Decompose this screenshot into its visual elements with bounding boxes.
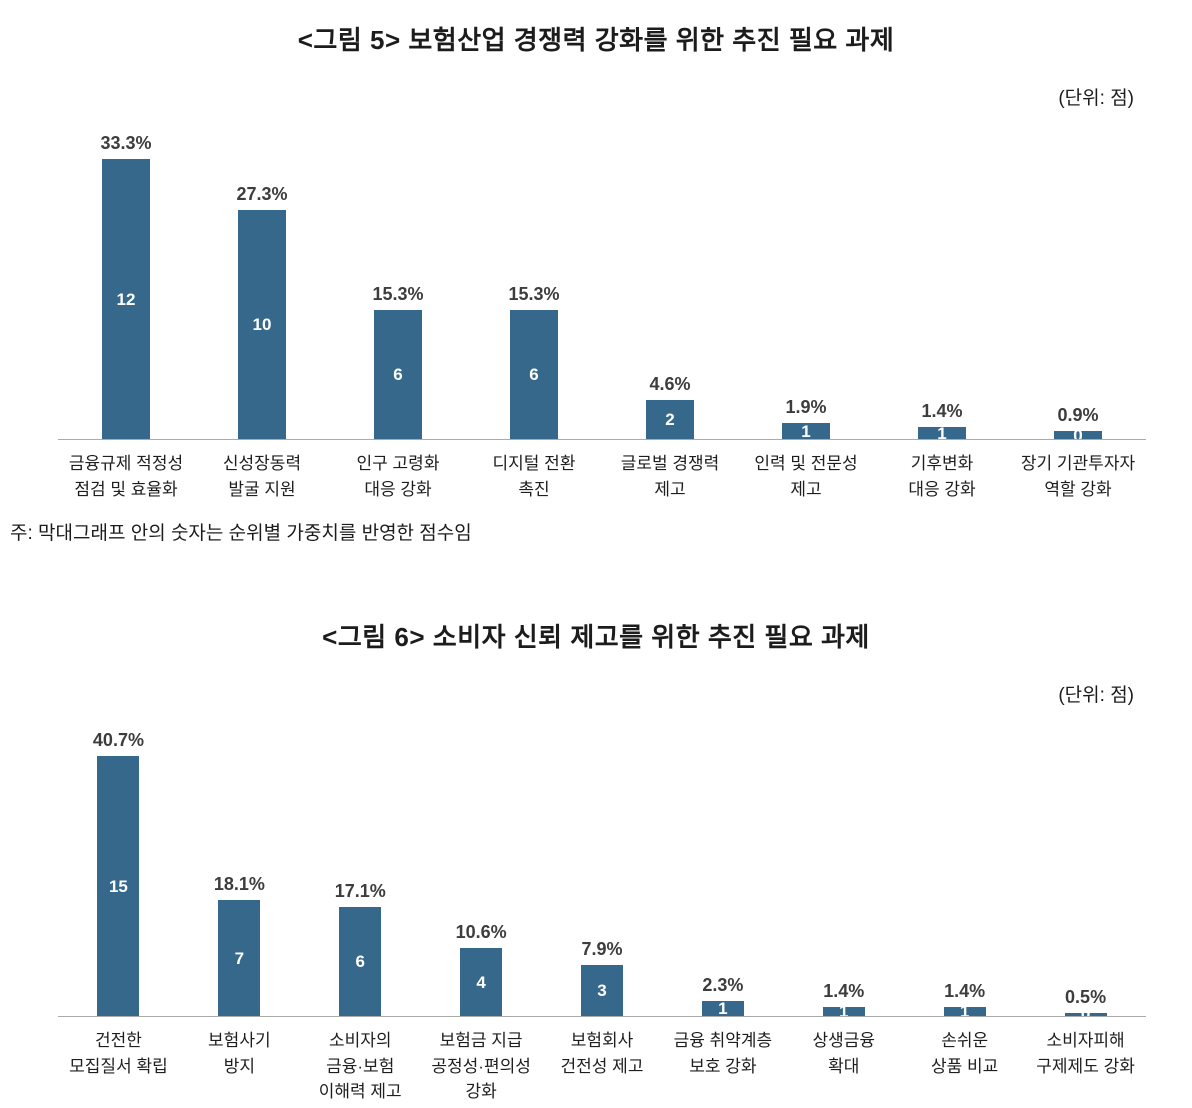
bar-score-label: 1: [839, 1007, 848, 1016]
category-label: 금융규제 적정성 점검 및 효율화: [68, 454, 184, 499]
bar-column: 1.4% 1: [783, 981, 904, 1016]
category-label: 소비자피해 구제제도 강화: [1036, 1031, 1135, 1076]
category-label: 건전한 모집질서 확립: [69, 1031, 168, 1076]
bar-column: 1.4% 1: [874, 401, 1010, 439]
bar: 10: [238, 210, 286, 439]
category-label: 인구 고령화 대응 강화: [356, 454, 440, 499]
bar-column: 17.1% 6: [300, 881, 421, 1016]
bar: 1: [701, 1001, 744, 1016]
bar-percent-label: 18.1%: [213, 874, 265, 894]
bar: 0: [1064, 1013, 1107, 1016]
bar-percent-label: 7.9%: [581, 939, 623, 959]
category-label: 디지털 전환 촉진: [492, 454, 576, 499]
bar-score-label: 1: [937, 427, 947, 439]
bar-score-label: 7: [234, 948, 245, 968]
bar-column: 15.3% 6: [466, 284, 602, 439]
bar-score-label: 10: [252, 315, 272, 334]
bar-percent-label: 40.7%: [92, 730, 144, 750]
bar-column: 1.4% 1: [904, 981, 1025, 1016]
chart-note: 주: 막대그래프 안의 숫자는 순위별 가중치를 반영한 점수임: [10, 523, 472, 544]
bar: 4: [460, 948, 503, 1016]
bar: 12: [102, 159, 150, 439]
bar-percent-label: 27.3%: [236, 184, 288, 204]
bar: 6: [339, 907, 382, 1016]
bar: 15: [97, 756, 140, 1016]
bar-score-label: 12: [116, 289, 136, 309]
bar-percent-label: 1.9%: [785, 397, 827, 417]
bar-column: 33.3% 12: [58, 133, 194, 439]
category-axis: 금융규제 적정성 점검 및 효율화 신성장동력 발굴 지원 인구 고령화 대응 …: [58, 440, 1146, 502]
bar-column: 10.6% 4: [421, 922, 542, 1016]
chart-figure-6: <그림 6> 소비자 신뢰 제고를 위한 추진 필요 과제 (단위: 점) 40…: [0, 617, 1192, 1105]
bar-column: 2.3% 1: [662, 975, 783, 1016]
unit-label: (단위: 점): [1058, 685, 1134, 706]
bar-column: 15.3% 6: [330, 284, 466, 439]
category-axis: 건전한 모집질서 확립 보험사기 방지 소비자의 금융·보험 이해력 제고 보험…: [58, 1017, 1146, 1105]
bar-score-label: 15: [108, 876, 128, 896]
category-label: 손쉬운 상품 비교: [931, 1031, 999, 1076]
bar-score-label: 6: [355, 952, 365, 971]
bar-percent-label: 33.3%: [100, 133, 152, 153]
category-label: 인력 및 전문성 제고: [754, 454, 858, 499]
bar: 1: [943, 1007, 986, 1016]
x-axis-baseline: 33.3% 12 27.3% 10 15.3% 6 15.3%: [58, 124, 1146, 440]
bar-percent-label: 2.3%: [702, 975, 744, 995]
category-label: 보험금 지급 공정성·편의성 강화: [431, 1031, 531, 1101]
bar: 6: [510, 310, 558, 439]
bar-percent-label: 10.6%: [455, 922, 507, 942]
plot-area: 40.7% 15 18.1% 7 17.1% 6 10.6%: [58, 721, 1146, 1105]
category-label: 기후변화 대응 강화: [908, 454, 976, 499]
bar-percent-label: 15.3%: [372, 284, 424, 304]
unit-label: (단위: 점): [1058, 88, 1134, 109]
bar-percent-label: 17.1%: [334, 881, 386, 901]
bar-score-label: 6: [529, 365, 539, 384]
chart-title: <그림 6> 소비자 신뢰 제고를 위한 추진 필요 과제: [322, 622, 870, 652]
bar-percent-label: 15.3%: [508, 284, 560, 304]
plot-area: 33.3% 12 27.3% 10 15.3% 6 15.3%: [58, 124, 1146, 502]
bar: 1: [822, 1007, 865, 1016]
bar-score-label: 0: [1073, 431, 1082, 439]
bar: 2: [646, 400, 694, 439]
chart-figure-5: <그림 5> 보험산업 경쟁력 강화를 위한 추진 필요 과제 (단위: 점) …: [0, 20, 1192, 545]
bar-score-label: 1: [718, 1001, 728, 1016]
bar: 0: [1054, 431, 1102, 439]
bar-percent-label: 1.4%: [944, 981, 986, 1001]
bar: 6: [374, 310, 422, 439]
bar-percent-label: 0.5%: [1065, 987, 1107, 1007]
bar-score-label: 4: [476, 972, 486, 992]
bar: 1: [782, 423, 830, 439]
category-label: 금융 취약계층 보호 강화: [673, 1031, 773, 1076]
bar-score-label: 2: [665, 410, 675, 429]
bar-score-label: 1: [801, 423, 811, 439]
bar-column: 1.9% 1: [738, 397, 874, 439]
bar-percent-label: 1.4%: [823, 981, 865, 1001]
bar-score-label: 6: [393, 365, 403, 384]
bar-column: 4.6% 2: [602, 374, 738, 439]
bar-column: 0.9% 0: [1010, 405, 1146, 439]
category-label: 상생금융 확대: [812, 1031, 876, 1076]
category-label: 보험사기 방지: [208, 1031, 271, 1076]
category-label: 장기 기관투자자 역할 강화: [1020, 454, 1136, 499]
bar: 1: [918, 427, 966, 439]
bar-percent-label: 4.6%: [649, 374, 691, 394]
bar-score-label: 0: [1081, 1013, 1090, 1016]
bar-column: 0.5% 0: [1025, 987, 1146, 1016]
bar-score-label: 1: [960, 1007, 969, 1016]
chart-title: <그림 5> 보험산업 경쟁력 강화를 위한 추진 필요 과제: [297, 25, 895, 55]
bar: 3: [581, 965, 623, 1016]
category-label: 보험회사 건전성 제고: [560, 1031, 644, 1076]
bar-percent-label: 1.4%: [921, 401, 963, 421]
bar-score-label: 3: [597, 981, 607, 1000]
bar-column: 40.7% 15: [58, 730, 179, 1016]
bar-column: 27.3% 10: [194, 184, 330, 439]
bar-percent-label: 0.9%: [1057, 405, 1099, 425]
category-label: 글로벌 경쟁력 제고: [620, 454, 720, 499]
bar: 7: [218, 900, 261, 1016]
category-label: 신성장동력 발굴 지원: [222, 454, 302, 499]
bar-column: 7.9% 3: [542, 939, 663, 1016]
category-label: 소비자의 금융·보험 이해력 제고: [318, 1031, 402, 1101]
bar-column: 18.1% 7: [179, 874, 300, 1016]
x-axis-baseline: 40.7% 15 18.1% 7 17.1% 6 10.6%: [58, 721, 1146, 1017]
